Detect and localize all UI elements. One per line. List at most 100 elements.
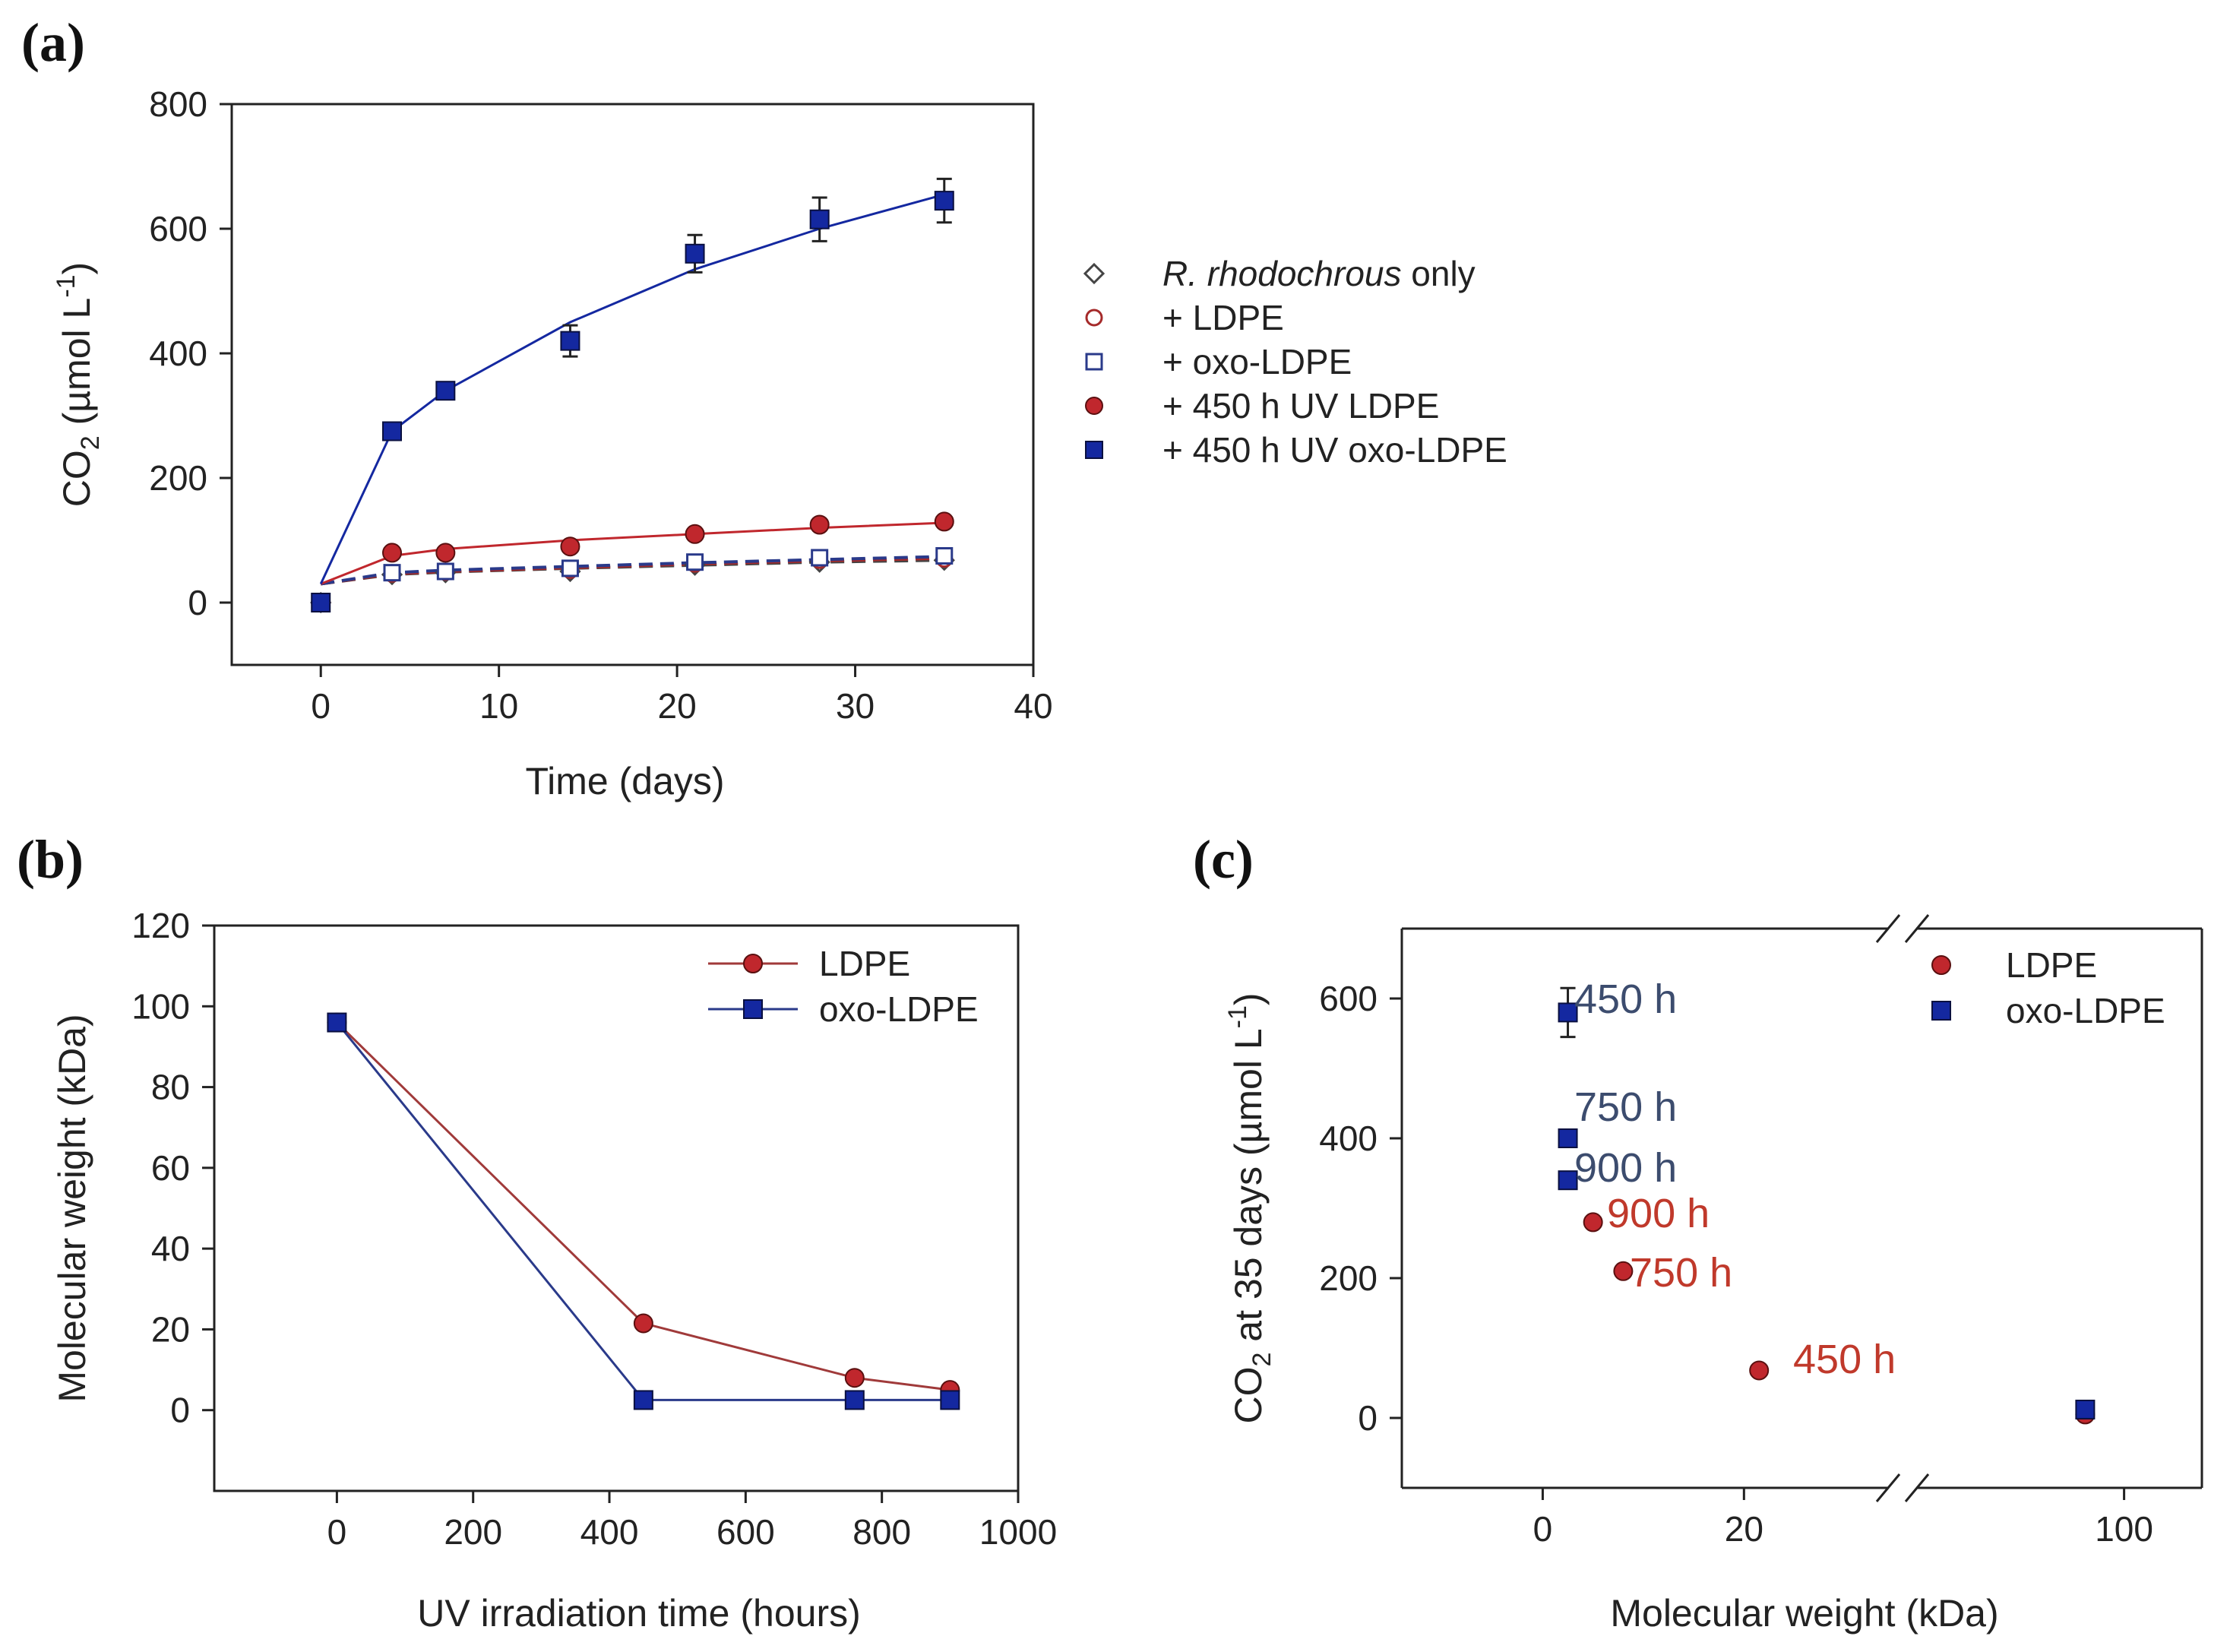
- legend-marker-b-0: [743, 954, 763, 973]
- legend-label-a-3: + 450 h UV LDPE: [1162, 386, 1439, 426]
- y-tick-label-c: 200: [1319, 1258, 1378, 1298]
- legend-label-italic: R. rhodochrous: [1162, 254, 1402, 293]
- y-tick-label-b: 80: [151, 1068, 190, 1107]
- point-annotation-c-0: 450 h: [1793, 1337, 1896, 1382]
- y-tick-label-b: 100: [131, 986, 190, 1026]
- y-axis-title-a: CO2 (µmol L-1): [52, 262, 105, 507]
- y-axis-title-b: Molecular weight (kDa): [51, 1014, 93, 1402]
- data-point-c-1: [2075, 1399, 2096, 1419]
- data-point-b-1: [633, 1390, 653, 1410]
- legend-marker-a-4: [1085, 441, 1103, 459]
- x-tick-label-a: 30: [836, 686, 875, 726]
- x-axis-title-c: Molecular weight (kDa): [1610, 1592, 1998, 1635]
- data-point-a-3: [435, 543, 456, 563]
- axis-break-mark-c: [1875, 1473, 1901, 1502]
- point-annotation-c-1: 750 h: [1574, 1084, 1677, 1130]
- axis-break-mark-c: [1904, 914, 1930, 943]
- legend-marker-a-3: [1085, 397, 1103, 415]
- y-axis-title-a-part: (µmol L: [55, 298, 98, 436]
- x-tick-label-c: 100: [2095, 1509, 2153, 1549]
- legend-label-a-0: R. rhodochrous only: [1162, 254, 1476, 293]
- data-point-c-1: [1558, 1170, 1578, 1191]
- legend-label-c-1: oxo-LDPE: [2006, 991, 2165, 1030]
- legend-marker-a-0: [1083, 262, 1106, 285]
- data-point-a-2: [561, 559, 579, 578]
- x-tick-label-b: 400: [580, 1512, 639, 1552]
- x-axis-title-b: UV irradiation time (hours): [417, 1592, 861, 1635]
- y-tick-label-c: 600: [1319, 979, 1378, 1018]
- data-point-a-3: [382, 543, 402, 563]
- legend-label-rest: only: [1402, 254, 1476, 293]
- data-point-b-0: [633, 1313, 653, 1334]
- x-tick-label-a: 0: [311, 686, 331, 726]
- y-tick-label-b: 0: [170, 1391, 190, 1430]
- data-point-b-1: [327, 1012, 347, 1033]
- point-annotation-c-0: 750 h: [1630, 1250, 1732, 1296]
- axis-break-mark-c: [1904, 1473, 1930, 1502]
- data-point-a-3: [934, 511, 954, 532]
- data-point-a-3: [809, 514, 830, 535]
- x-tick-label-b: 0: [327, 1512, 347, 1552]
- fit-curve-a-2: [320, 555, 944, 586]
- point-annotation-c-0: 900 h: [1607, 1191, 1710, 1236]
- x-tick-label-c: 0: [1533, 1509, 1553, 1549]
- point-annotation-c-1: 900 h: [1574, 1145, 1677, 1191]
- y-tick-label-b: 120: [131, 906, 190, 945]
- y-tick-label-b: 60: [151, 1148, 190, 1188]
- y-axis-title-a-part: -1: [52, 274, 81, 297]
- series-line-b-1: [336, 1021, 951, 1401]
- data-point-a-4: [685, 243, 705, 264]
- point-annotation-c-1: 450 h: [1574, 976, 1677, 1022]
- panel-b-letter: (b): [17, 829, 84, 890]
- data-point-b-0: [844, 1368, 865, 1388]
- y-tick-label-a: 800: [149, 84, 207, 124]
- data-point-a-3: [685, 524, 705, 544]
- legend-label-a-4: + 450 h UV oxo-LDPE: [1162, 430, 1507, 470]
- legend-marker-a-1: [1085, 309, 1103, 327]
- panel-c-letter: (c): [1193, 829, 1254, 890]
- x-tick-label-a: 10: [479, 686, 518, 726]
- y-axis-title-c-part: ): [1227, 992, 1270, 1005]
- x-tick-label-b: 800: [852, 1512, 911, 1552]
- x-tick-label-b: 1000: [979, 1512, 1057, 1552]
- data-point-a-2: [811, 549, 829, 567]
- legend-label-a-1: + LDPE: [1162, 298, 1284, 337]
- legend-marker-c-1: [1931, 1001, 1951, 1021]
- y-axis-title-c-part: 2: [1248, 1353, 1276, 1367]
- data-point-a-4: [382, 421, 402, 441]
- data-point-a-4: [311, 593, 331, 612]
- y-axis-title-a-part: ): [55, 262, 98, 275]
- y-tick-label-c: 0: [1358, 1398, 1378, 1438]
- legend-marker-b-1: [743, 999, 763, 1019]
- chart-b: 0 200 400 600 800 1000 0 20 40 60 80 100 120 UV irrad…: [51, 906, 1057, 1635]
- x-axis-title-a: Time (days): [525, 760, 724, 802]
- y-tick-label-a: 600: [149, 209, 207, 248]
- x-tick-label-b: 600: [716, 1512, 775, 1552]
- legend-marker-c-0: [1931, 955, 1951, 975]
- data-point-a-2: [436, 562, 454, 581]
- y-axis-title-c-part: -1: [1223, 1005, 1252, 1028]
- data-point-a-4: [435, 381, 456, 401]
- panel-a-letter: (a): [21, 12, 85, 73]
- legend-label-b-1: oxo-LDPE: [819, 989, 979, 1029]
- y-tick-label-c: 400: [1319, 1119, 1378, 1158]
- y-tick-label-a: 0: [188, 583, 207, 622]
- data-point-a-2: [383, 564, 401, 582]
- x-tick-label-a: 20: [658, 686, 697, 726]
- y-tick-label-b: 40: [151, 1229, 190, 1268]
- y-axis-title-a-part: CO: [55, 450, 98, 507]
- legend-label-b-0: LDPE: [819, 944, 910, 983]
- data-point-b-1: [940, 1390, 960, 1410]
- legend-marker-a-2: [1085, 353, 1103, 371]
- chart-c: 0 20 100 0 200 400 600 Molecular weight (kDa) CO…: [1223, 914, 2203, 1635]
- y-axis-title-c-part: CO: [1227, 1367, 1270, 1424]
- data-point-c-0: [1613, 1261, 1634, 1281]
- data-point-c-0: [1749, 1360, 1770, 1381]
- data-point-b-1: [844, 1390, 865, 1410]
- legend-label-a-2: + oxo-LDPE: [1162, 342, 1352, 381]
- x-tick-label-c: 20: [1725, 1509, 1763, 1549]
- y-axis-title-a-part: 2: [76, 435, 105, 450]
- data-point-a-2: [686, 553, 704, 571]
